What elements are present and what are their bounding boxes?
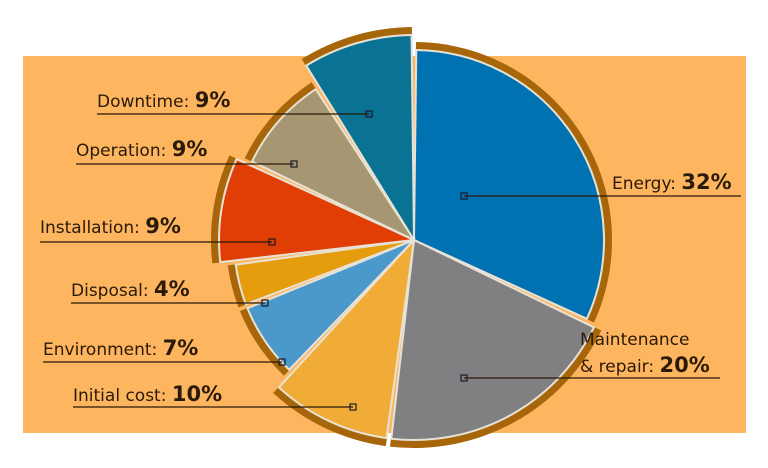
label-operation-value: 9%	[171, 137, 208, 161]
leader-marker-maintenance	[460, 374, 468, 382]
label-energy-value: 32%	[681, 170, 732, 194]
label-energy-name: Energy:	[612, 174, 677, 194]
label-operation: Operation: 9%	[76, 137, 208, 162]
label-downtime-name: Downtime:	[97, 92, 190, 112]
label-energy: Energy: 32%	[612, 170, 732, 195]
leader-marker-installation	[268, 238, 276, 246]
label-environment-name: Environment:	[43, 340, 158, 360]
leader-marker-energy	[460, 192, 468, 200]
label-operation-name: Operation:	[76, 141, 167, 161]
label-disposal: Disposal: 4%	[71, 277, 190, 302]
label-installation-name: Installation:	[40, 218, 140, 238]
label-environment-value: 7%	[162, 336, 199, 360]
label-maintenance-name: Maintenance	[580, 330, 690, 350]
label-installation-value: 9%	[145, 214, 181, 238]
leader-marker-disposal	[261, 299, 269, 307]
label-disposal-name: Disposal:	[71, 281, 149, 301]
label-disposal-value: 4%	[154, 277, 190, 301]
leader-marker-initial-cost	[349, 403, 357, 411]
pie-slice-disposal	[234, 239, 415, 306]
label-downtime-value: 9%	[194, 88, 231, 112]
label-environment: Environment: 7%	[43, 336, 199, 361]
pie-slice-downtime	[304, 34, 416, 244]
label-initial-cost-name: Initial cost:	[73, 386, 167, 406]
label-initial-cost: Initial cost: 10%	[73, 382, 223, 407]
label-maintenance-name-2: & repair:	[580, 357, 655, 377]
label-downtime: Downtime: 9%	[97, 88, 231, 113]
pie-slice-initial-cost	[277, 236, 416, 440]
pie-slice-operation	[250, 87, 417, 243]
leader-marker-operation	[290, 160, 298, 168]
pie-slice-maintenance	[390, 238, 596, 441]
leader-marker-environment	[278, 358, 286, 366]
pie-slice-installation	[218, 157, 418, 264]
label-maintenance-value: 20%	[659, 353, 710, 377]
pie-slice-environment	[246, 239, 415, 372]
leader-marker-downtime	[365, 110, 373, 118]
label-maintenance: Maintenance & repair: 20%	[580, 328, 710, 380]
label-initial-cost-value: 10%	[171, 382, 223, 406]
label-installation: Installation: 9%	[40, 214, 181, 239]
pie-slice-energy	[412, 49, 605, 321]
